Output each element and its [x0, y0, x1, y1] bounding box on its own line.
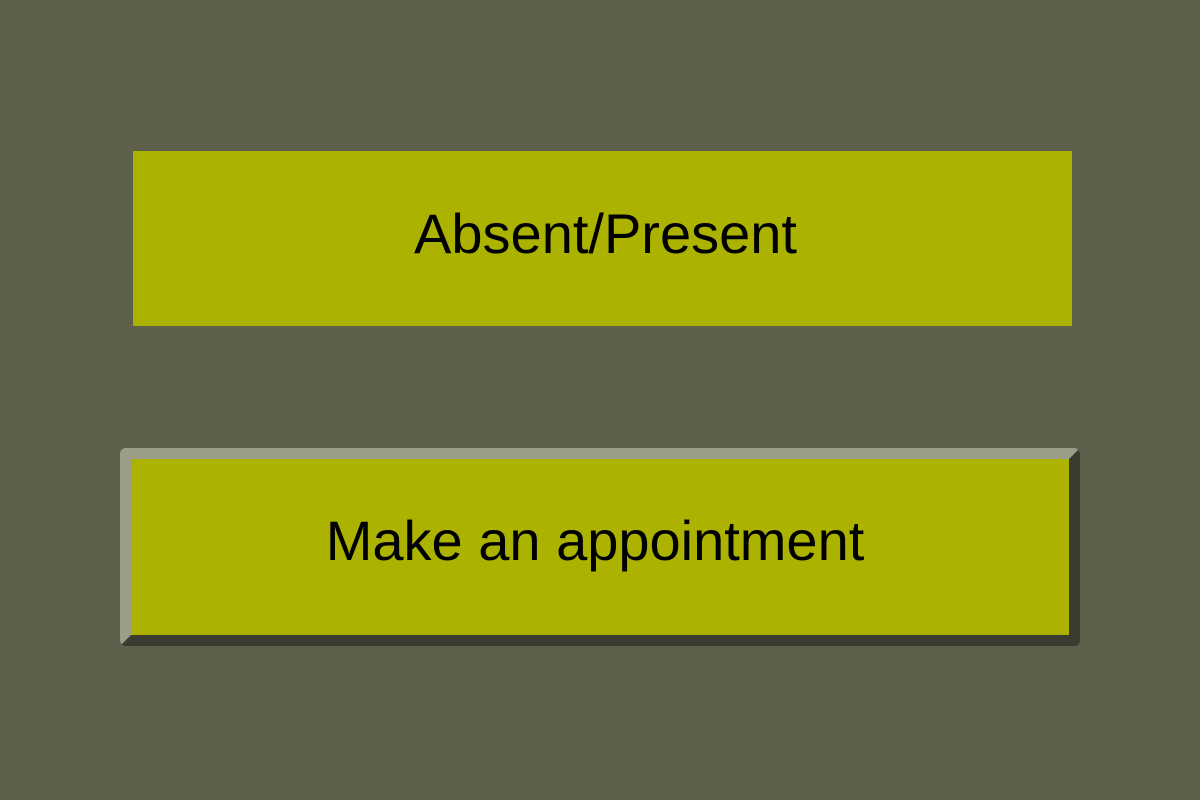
absent-present-button[interactable]: Absent/Present: [133, 151, 1072, 326]
make-appointment-button[interactable]: Make an appointment: [120, 448, 1080, 646]
make-appointment-label: Make an appointment: [325, 508, 865, 572]
absent-present-label: Absent/Present: [414, 202, 797, 265]
